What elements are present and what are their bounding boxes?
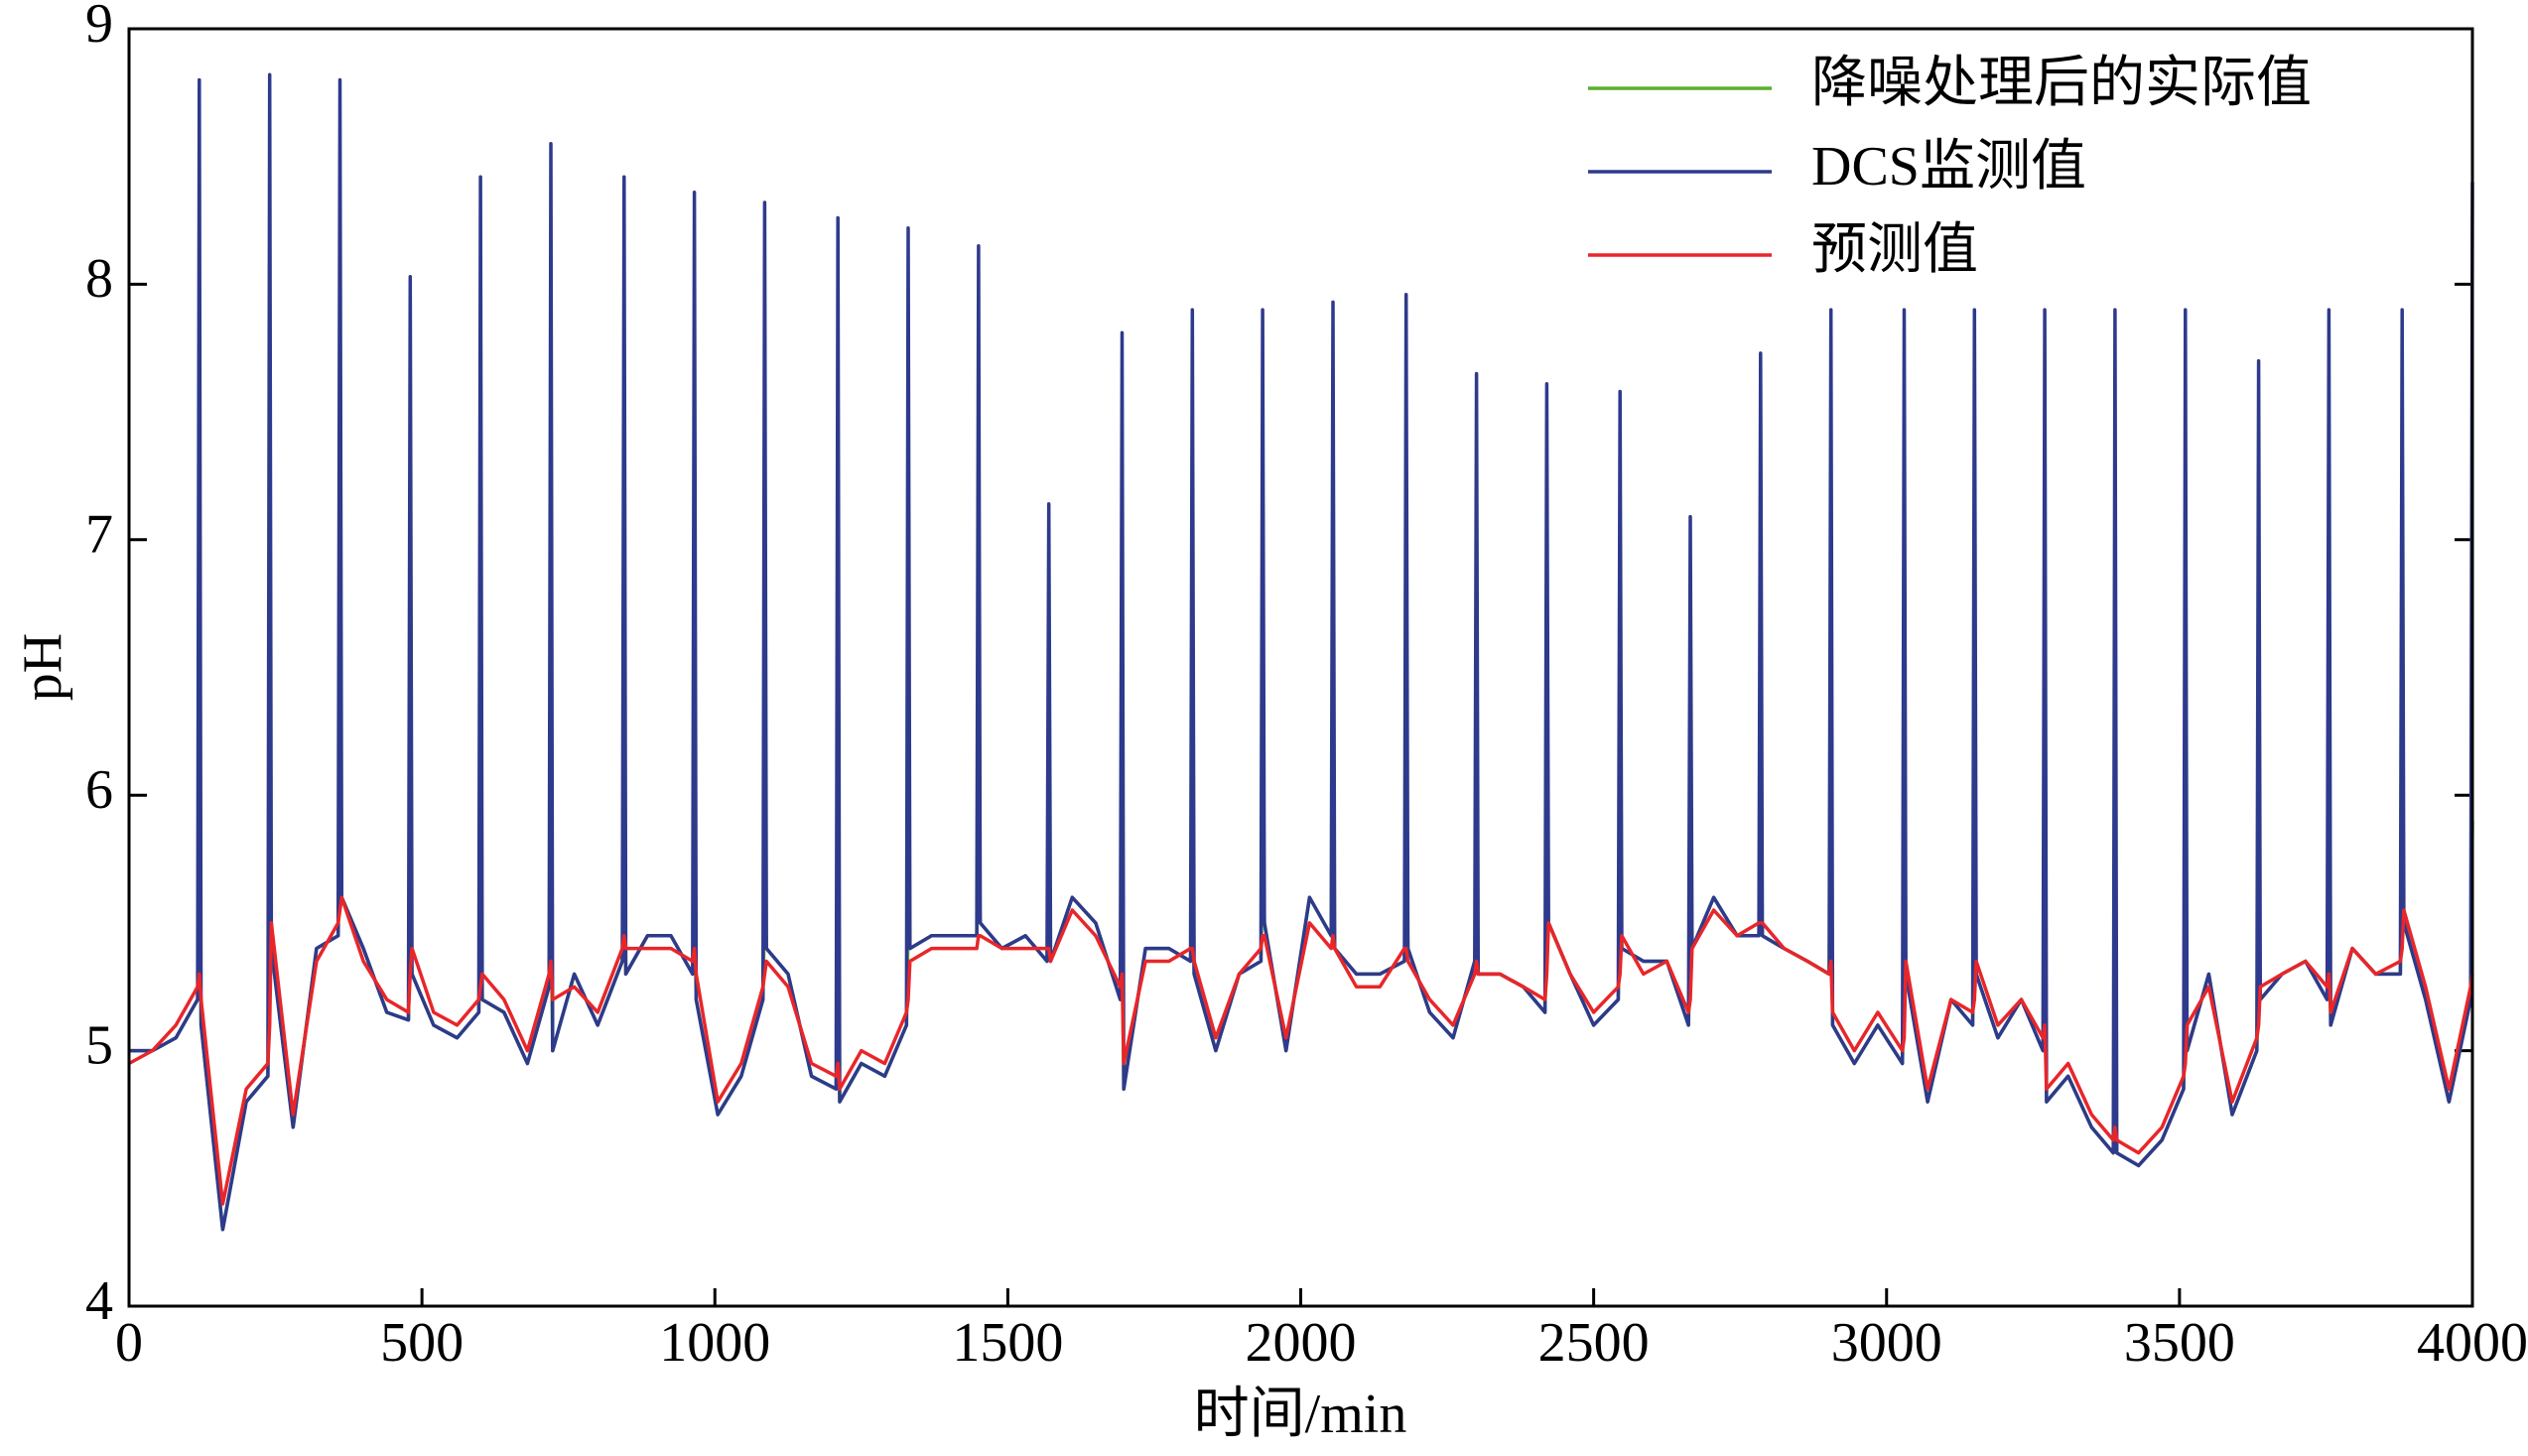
x-tick-label: 3000 bbox=[1831, 1312, 1942, 1374]
data-line bbox=[128, 895, 2474, 1206]
x-tick-label: 2000 bbox=[1246, 1312, 1357, 1374]
legend-label: 预测值 bbox=[1811, 219, 1978, 281]
data-line bbox=[129, 72, 2474, 1232]
legend-label: DCS监测值 bbox=[1811, 136, 2086, 198]
x-tick-label: 3500 bbox=[2124, 1312, 2235, 1374]
y-tick-label: 7 bbox=[85, 504, 113, 566]
y-tick-label: 9 bbox=[85, 0, 113, 55]
x-tick-label: 500 bbox=[380, 1312, 464, 1374]
legend-label: 降噪处理后的实际值 bbox=[1811, 53, 2312, 114]
x-tick-label: 4000 bbox=[2417, 1312, 2528, 1374]
y-tick-label: 6 bbox=[85, 759, 113, 821]
y-tick-label: 4 bbox=[85, 1270, 113, 1332]
y-axis-label: pH bbox=[12, 633, 73, 701]
x-axis-label: 时间/min bbox=[1194, 1384, 1407, 1445]
x-tick-label: 0 bbox=[115, 1312, 143, 1374]
y-tick-label: 5 bbox=[85, 1014, 113, 1076]
x-tick-label: 1500 bbox=[952, 1312, 1063, 1374]
y-tick-label: 8 bbox=[85, 248, 113, 310]
plot-frame bbox=[127, 27, 2474, 1308]
x-tick-label: 2500 bbox=[1538, 1312, 1650, 1374]
x-tick-label: 1000 bbox=[659, 1312, 770, 1374]
